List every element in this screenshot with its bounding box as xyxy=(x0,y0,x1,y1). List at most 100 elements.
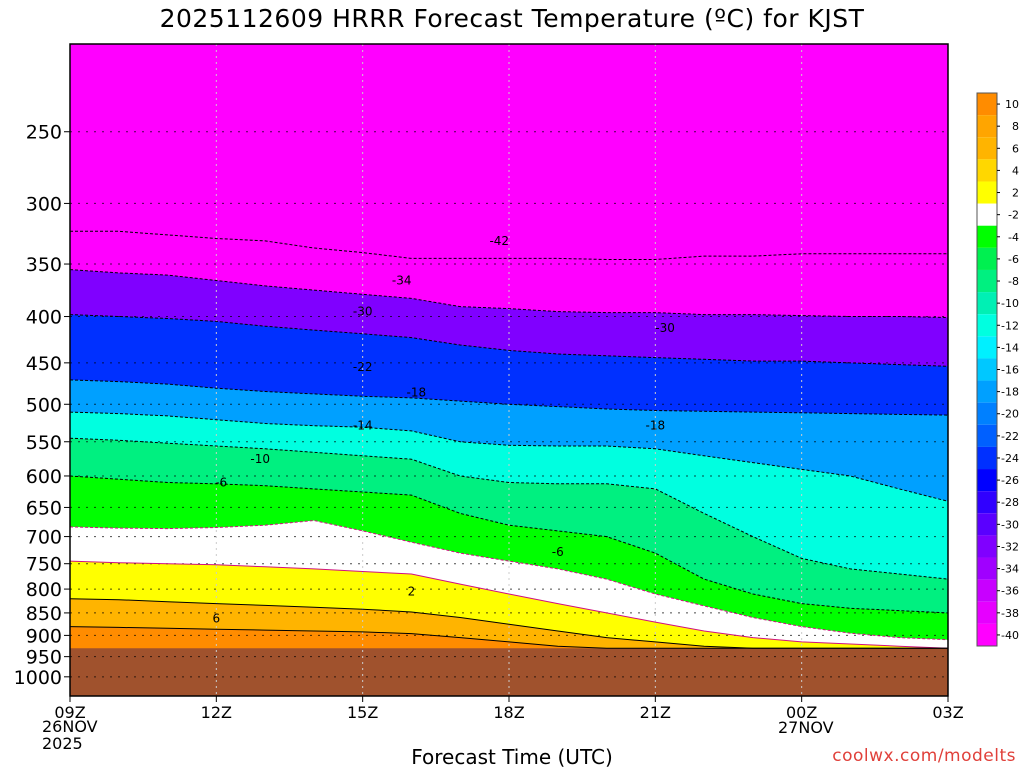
colorbar-label: -18 xyxy=(1001,386,1019,399)
isotherm-label: -22 xyxy=(353,360,373,374)
colorbar-swatch xyxy=(977,247,997,270)
x-tick-label: 21Z xyxy=(640,703,671,722)
colorbar-label: 8 xyxy=(1012,120,1019,133)
colorbar-swatch xyxy=(977,469,997,492)
isotherm-label: 6 xyxy=(213,611,221,625)
colorbar-swatch xyxy=(977,115,997,138)
colorbar-swatch xyxy=(977,491,997,514)
colorbar-label: -14 xyxy=(1001,341,1019,354)
y-tick-label: 900 xyxy=(26,625,62,647)
colorbar-label: 10 xyxy=(1005,98,1019,111)
second-date-label: 27NOV xyxy=(778,718,834,737)
isotherm-label: -6 xyxy=(552,545,564,559)
colorbar-label: -2 xyxy=(1008,209,1019,222)
y-axis: 2503003504004505005506006507007508008509… xyxy=(14,122,70,689)
isotherm--40 xyxy=(70,230,948,260)
colorbar-label: -34 xyxy=(1001,563,1019,576)
y-tick-label: 600 xyxy=(26,466,62,488)
colorbar-swatch xyxy=(977,601,997,624)
isotherm--2 xyxy=(70,519,948,641)
isotherm-10 xyxy=(70,626,948,649)
colorbar-swatch xyxy=(977,181,997,204)
colorbar-swatch xyxy=(977,336,997,359)
colorbar-swatch xyxy=(977,269,997,293)
y-tick-label: 750 xyxy=(26,554,62,576)
isotherm-label: -30 xyxy=(655,321,675,335)
y-tick-label: 400 xyxy=(26,307,62,329)
colorbar-swatch xyxy=(977,358,997,381)
isotherm--32 xyxy=(70,269,948,318)
colorbar-label: -8 xyxy=(1008,275,1019,288)
x-tick-label: 15Z xyxy=(347,703,378,722)
colorbar-label: -24 xyxy=(1001,452,1019,465)
y-tick-label: 700 xyxy=(26,527,62,549)
y-tick-label: 250 xyxy=(26,122,62,144)
y-tick-label: 1000 xyxy=(14,667,62,689)
colorbar-label: -30 xyxy=(1001,518,1019,531)
colorbar-label: 4 xyxy=(1012,164,1019,177)
x-tick-label: 12Z xyxy=(201,703,232,722)
colorbar-label: -16 xyxy=(1001,364,1019,377)
x-tick-label: 03Z xyxy=(932,703,963,722)
colorbar-label: -26 xyxy=(1001,474,1019,487)
x-tick-label: 00Z xyxy=(786,703,817,722)
isotherm-labels: -42 -34 -30 -30 -22 -18 -18 -14 -10 -6 -6 2 6 xyxy=(213,234,675,626)
isotherm-label: -42 xyxy=(489,234,509,248)
isotherm-label: -6 xyxy=(215,475,227,489)
colorbar-swatch xyxy=(977,380,997,403)
colorbar-label: -6 xyxy=(1008,253,1019,266)
colorbar-swatch xyxy=(977,557,997,580)
colorbar-label: -38 xyxy=(1001,607,1019,620)
y-tick-label: 500 xyxy=(26,394,62,416)
y-tick-label: 950 xyxy=(26,647,62,669)
colorbar-swatch xyxy=(977,623,997,646)
colorbar-label: 2 xyxy=(1012,187,1019,200)
isotherm-label: -18 xyxy=(407,385,427,399)
grid-lines xyxy=(70,44,948,696)
ground-fill xyxy=(70,648,948,696)
y-tick-label: 650 xyxy=(26,497,62,519)
y-tick-label: 350 xyxy=(26,254,62,276)
isotherm-label: -18 xyxy=(646,419,666,433)
colorbar-label: -12 xyxy=(1001,319,1019,332)
colorbar-swatch xyxy=(977,513,997,536)
colorbar-swatch xyxy=(977,93,997,116)
isotherm--8 xyxy=(70,437,948,580)
colorbar-label: -4 xyxy=(1008,231,1019,244)
y-tick-label: 450 xyxy=(26,353,62,375)
x-axis-title: Forecast Time (UTC) xyxy=(411,745,613,769)
colorbar-swatch xyxy=(977,314,997,337)
isotherm-2 xyxy=(70,560,948,649)
isotherm-label: -34 xyxy=(392,274,412,288)
y-tick-label: 850 xyxy=(26,603,62,625)
x-tick-label: 09Z xyxy=(54,703,85,722)
isotherm--18 xyxy=(70,379,948,416)
colorbar: 10 8 6 4 2 -2 -4 -6 -8 -10 -12 -14 -16 -18 -20 -22 -24 -2… xyxy=(976,92,1019,647)
colorbar-label: 6 xyxy=(1012,142,1019,155)
isotherm--12 xyxy=(70,411,948,502)
colorbar-label: -32 xyxy=(1001,540,1019,553)
colorbar-label: -22 xyxy=(1001,430,1019,443)
x-axis: 09Z 12Z 15Z 18Z 21Z 00Z 03Z xyxy=(54,696,964,722)
colorbar-swatch xyxy=(977,225,997,248)
start-date-label: 26NOV 2025 xyxy=(42,718,98,752)
isotherm-label: -10 xyxy=(250,452,270,466)
x-tick-label: 18Z xyxy=(493,703,524,722)
start-date-year: 2025 xyxy=(42,734,83,753)
colorbar-swatch xyxy=(977,292,997,315)
isotherm--24 xyxy=(70,314,948,367)
colorbar-label: -20 xyxy=(1001,408,1019,421)
colorbar-swatch xyxy=(977,424,997,447)
y-tick-label: 300 xyxy=(26,193,62,215)
y-tick-label: 800 xyxy=(26,579,62,601)
isotherm-lines xyxy=(70,230,948,649)
colorbar-swatch xyxy=(977,402,997,425)
isotherm-label: -30 xyxy=(353,305,373,319)
chart-title: 2025112609 HRRR Forecast Temperature (ºC… xyxy=(159,4,865,33)
colorbar-label: -40 xyxy=(1001,629,1019,642)
colorbar-swatch xyxy=(977,446,997,470)
y-tick-label: 550 xyxy=(26,432,62,454)
credit-link[interactable]: coolwx.com/modelts xyxy=(832,746,1016,766)
colorbar-swatch xyxy=(977,137,997,160)
